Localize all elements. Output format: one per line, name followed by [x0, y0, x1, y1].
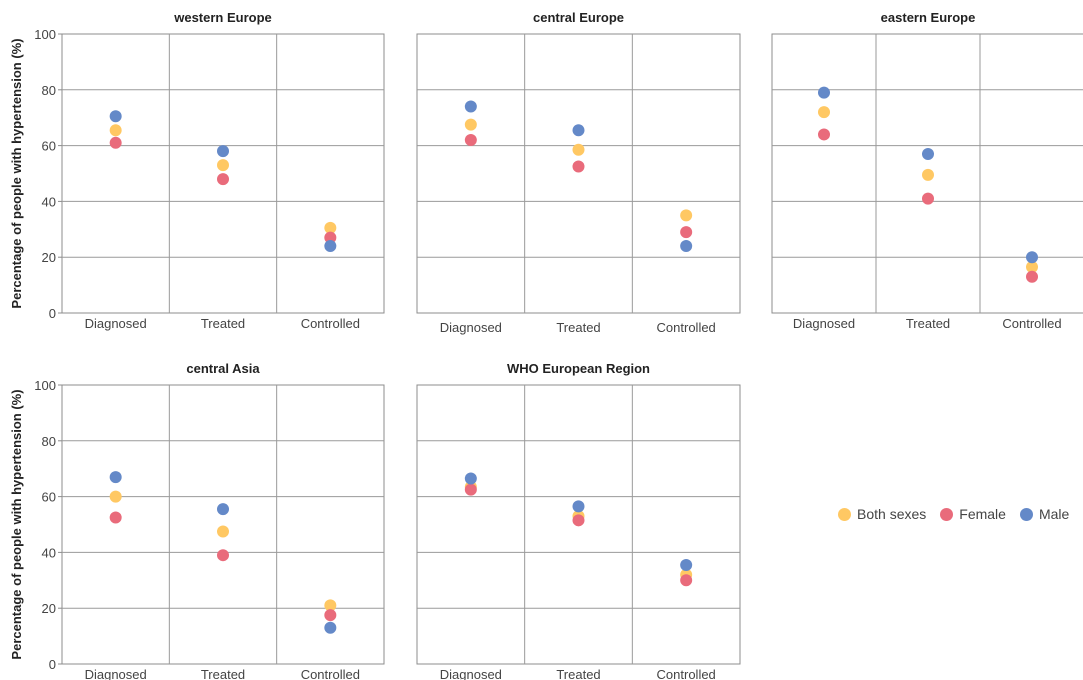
panel-title-eastern-europe: eastern Europe	[881, 10, 976, 25]
x-tick-label: Controlled	[301, 667, 360, 680]
y-axis-title: Percentage of people with hypertension (…	[9, 38, 24, 308]
point-central-europe-female-diagnosed	[464, 134, 477, 147]
y-tick-label: 0	[49, 306, 56, 321]
point-eastern-europe-male-treated	[922, 147, 934, 160]
y-tick-label: 20	[42, 250, 56, 265]
x-tick-label: Treated	[201, 316, 245, 331]
x-tick-label: Diagnosed	[85, 667, 147, 680]
legend-label-both-sexes: Both sexes	[857, 506, 927, 522]
point-central-europe-both-sexes-diagnosed	[464, 118, 477, 131]
point-who-european-region-female-treated	[572, 514, 585, 527]
point-eastern-europe-female-diagnosed	[818, 128, 830, 141]
point-eastern-europe-both-sexes-treated	[922, 168, 934, 181]
legend-swatch-female	[940, 507, 954, 521]
point-central-asia-female-treated	[217, 549, 229, 562]
legend: Both sexes Female Male	[838, 506, 1069, 522]
legend-item-female: Female	[940, 506, 1006, 522]
point-western-europe-male-treated	[217, 145, 229, 158]
x-tick-label: Controlled	[657, 667, 716, 680]
plot-frame-who-european-region	[416, 384, 741, 665]
x-tick-label: Controlled	[301, 316, 360, 331]
legend-label-male: Male	[1038, 506, 1070, 522]
y-tick-label: 100	[34, 27, 56, 42]
legend-item-both-sexes: Both sexes	[838, 506, 926, 522]
point-central-europe-both-sexes-controlled	[680, 209, 693, 222]
legend-item-male: Male	[1019, 506, 1070, 522]
point-western-europe-female-controlled	[324, 231, 337, 244]
panel-title-who-european-region: WHO European Region	[507, 361, 650, 376]
point-central-asia-female-diagnosed	[109, 511, 122, 524]
y-tick-label: 80	[42, 434, 56, 449]
point-eastern-europe-female-controlled	[1026, 270, 1038, 283]
point-central-asia-female-controlled	[324, 609, 337, 622]
point-western-europe-both-sexes-controlled	[324, 221, 337, 234]
y-tick-label: 80	[42, 83, 56, 98]
y-tick-label: 100	[34, 378, 56, 393]
point-eastern-europe-male-controlled	[1026, 251, 1038, 264]
point-who-european-region-female-diagnosed	[464, 483, 477, 496]
x-tick-label: Treated	[906, 316, 950, 331]
plot-frame-central-asia	[61, 384, 385, 665]
point-eastern-europe-both-sexes-diagnosed	[818, 106, 830, 119]
point-central-europe-female-controlled	[680, 226, 693, 239]
y-tick-label: 40	[42, 545, 56, 560]
x-tick-label: Controlled	[1002, 316, 1061, 331]
x-tick-label: Diagnosed	[440, 667, 502, 680]
point-central-europe-female-treated	[572, 160, 585, 173]
point-who-european-region-male-treated	[572, 500, 585, 513]
point-western-europe-female-treated	[217, 173, 229, 186]
x-tick-label: Controlled	[657, 320, 716, 335]
point-who-european-region-female-controlled	[680, 574, 693, 587]
point-central-asia-male-treated	[217, 503, 229, 516]
legend-label-female: Female	[959, 506, 1006, 522]
plot-frame-eastern-europe	[771, 33, 1083, 314]
x-tick-label: Treated	[556, 667, 600, 680]
point-western-europe-female-diagnosed	[109, 136, 122, 149]
point-eastern-europe-female-treated	[922, 192, 934, 205]
point-western-europe-male-controlled	[324, 240, 337, 253]
x-tick-label: Treated	[201, 667, 245, 680]
y-tick-label: 20	[42, 601, 56, 616]
panel-title-central-asia: central Asia	[186, 361, 260, 376]
legend-swatch-both-sexes	[838, 507, 851, 521]
legend-swatch-male	[1019, 507, 1033, 521]
x-tick-label: Diagnosed	[793, 316, 855, 331]
point-central-europe-male-controlled	[680, 240, 693, 253]
point-central-europe-male-treated	[572, 124, 585, 137]
point-central-europe-both-sexes-treated	[572, 143, 585, 156]
plot-frame-central-europe	[416, 33, 741, 314]
y-tick-label: 60	[42, 139, 56, 154]
panel-title-western-europe: western Europe	[173, 10, 272, 25]
point-western-europe-both-sexes-diagnosed	[109, 124, 122, 137]
plot-frame-western-europe	[61, 33, 385, 314]
point-who-european-region-male-diagnosed	[464, 472, 477, 485]
y-tick-label: 60	[42, 490, 56, 505]
point-eastern-europe-male-diagnosed	[818, 86, 830, 99]
point-central-asia-both-sexes-treated	[217, 525, 229, 538]
x-tick-label: Treated	[556, 320, 600, 335]
x-tick-label: Diagnosed	[440, 320, 502, 335]
point-western-europe-male-diagnosed	[109, 110, 122, 123]
y-tick-label: 0	[49, 657, 56, 672]
point-central-asia-both-sexes-diagnosed	[109, 490, 122, 503]
point-central-asia-male-diagnosed	[109, 471, 122, 484]
point-central-asia-male-controlled	[324, 621, 337, 634]
point-central-asia-both-sexes-controlled	[324, 599, 337, 612]
point-central-europe-male-diagnosed	[464, 100, 477, 113]
point-who-european-region-male-controlled	[680, 558, 693, 571]
x-tick-label: Diagnosed	[85, 316, 147, 331]
point-eastern-europe-both-sexes-controlled	[1026, 260, 1038, 273]
y-axis-title: Percentage of people with hypertension (…	[9, 389, 24, 659]
panel-title-central-europe: central Europe	[533, 10, 624, 25]
point-western-europe-both-sexes-treated	[217, 159, 229, 172]
y-tick-label: 40	[42, 194, 56, 209]
